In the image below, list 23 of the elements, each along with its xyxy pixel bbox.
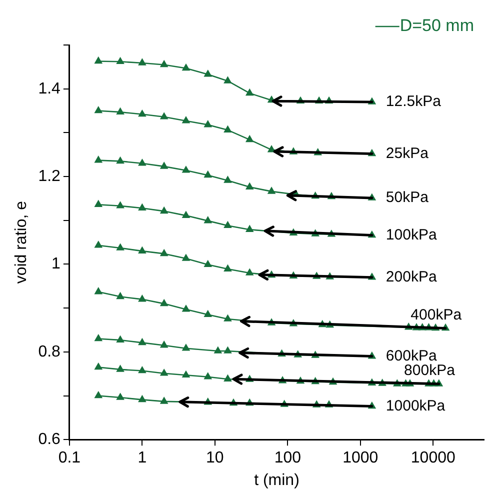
x-tick-label: 0.1 xyxy=(58,450,81,467)
y-tick-label: 1.4 xyxy=(38,80,61,98)
x-tick-label: 10 xyxy=(206,450,224,467)
x-tick-label: 100 xyxy=(274,450,302,467)
x-tick-label: 1000 xyxy=(342,450,378,467)
y-tick-label: 1 xyxy=(52,256,61,273)
annotation: 400kPa xyxy=(410,306,462,324)
annotation: 100kPa xyxy=(386,226,438,244)
legend-label: D=50 mm xyxy=(400,16,474,36)
annotation: 600kPa xyxy=(386,347,438,364)
annotation: 12.5kPa xyxy=(386,93,442,110)
y-tick-label: 0.8 xyxy=(38,343,61,360)
y-axis-title: void ratio, e xyxy=(13,200,30,284)
x-tick-label: 10000 xyxy=(410,450,456,467)
x-tick-label: 1 xyxy=(138,450,147,467)
x-axis-title: t (min) xyxy=(254,472,300,489)
annotation: 200kPa xyxy=(386,268,438,286)
y-tick-label: 0.6 xyxy=(38,431,61,448)
y-tick-label: 1.2 xyxy=(38,168,61,185)
annotation: 50kPa xyxy=(386,189,430,206)
annotation: 1000kPa xyxy=(386,397,446,414)
annotation: 800kPa xyxy=(404,362,456,380)
annotation: 25kPa xyxy=(386,144,430,162)
